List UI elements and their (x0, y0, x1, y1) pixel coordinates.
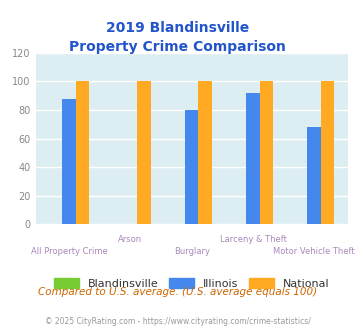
Bar (76, 82, 89, 224)
Text: © 2025 CityRating.com - https://www.cityrating.com/crime-statistics/: © 2025 CityRating.com - https://www.city… (45, 317, 310, 326)
Bar (185, 110, 198, 224)
Bar (246, 93, 260, 224)
Text: All Property Crime: All Property Crime (31, 247, 108, 256)
Bar (137, 82, 151, 224)
Legend: Blandinsville, Illinois, National: Blandinsville, Illinois, National (54, 278, 329, 289)
Text: Arson: Arson (118, 235, 142, 244)
Bar (307, 127, 321, 224)
Text: Burglary: Burglary (174, 247, 210, 256)
Text: 2019 Blandinsville
Property Crime Comparison: 2019 Blandinsville Property Crime Compar… (69, 21, 286, 54)
Bar (198, 82, 212, 224)
Bar (62, 99, 76, 224)
Text: Larceny & Theft: Larceny & Theft (219, 235, 286, 244)
Text: Compared to U.S. average. (U.S. average equals 100): Compared to U.S. average. (U.S. average … (38, 287, 317, 297)
Text: Motor Vehicle Theft: Motor Vehicle Theft (273, 247, 355, 256)
Bar (260, 82, 273, 224)
Bar (321, 82, 334, 224)
